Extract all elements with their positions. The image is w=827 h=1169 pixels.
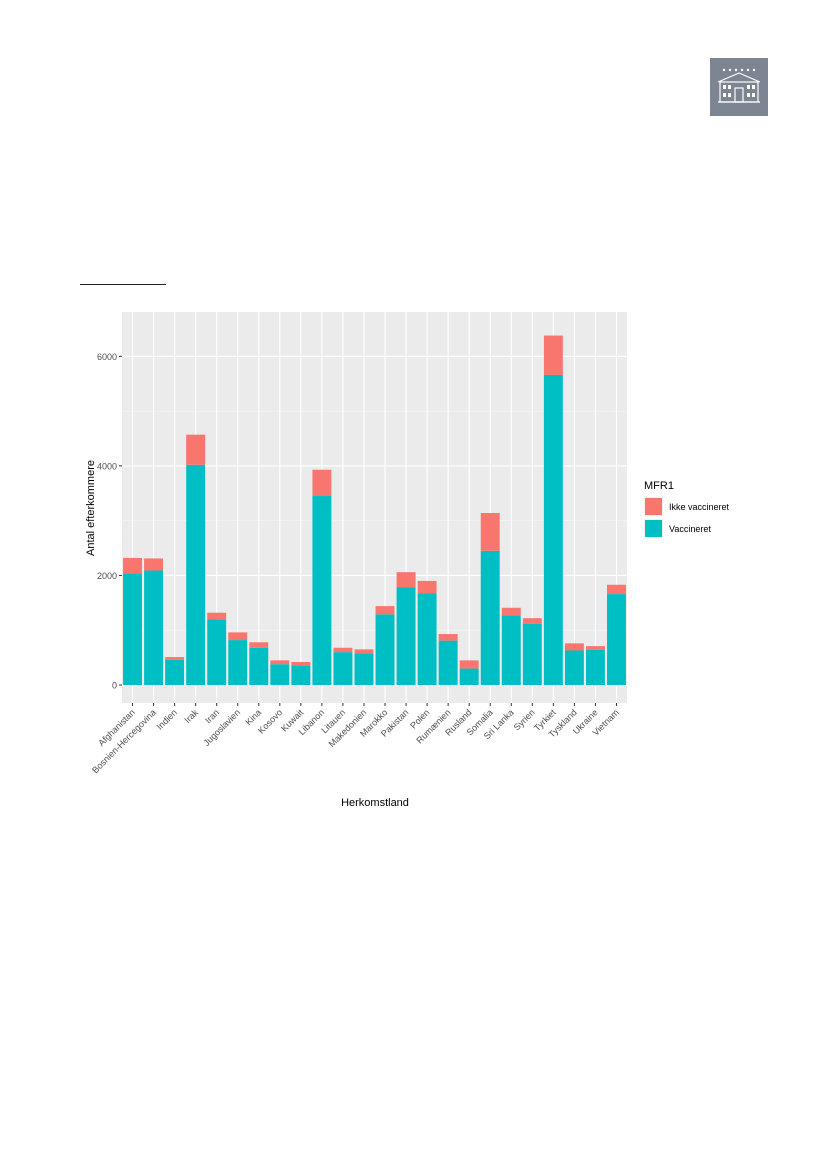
bar-ikke-vaccineret-21 — [564, 643, 584, 651]
x-axis-label: Herkomstland — [341, 797, 409, 809]
bar-ikke-vaccineret-17 — [480, 513, 500, 551]
bar-ikke-vaccineret-12 — [375, 606, 395, 615]
bar-ikke-vaccineret-0 — [123, 557, 142, 574]
bar-ikke-vaccineret-8 — [291, 661, 311, 666]
y-axis-label: Antal efterkommere — [85, 460, 97, 556]
y-axis: 0 2000 4000 6000 — [97, 352, 122, 691]
bar-ikke-vaccineret-13 — [396, 572, 416, 588]
legend-label: Vaccineret — [669, 524, 711, 534]
bar-vaccineret-5 — [228, 640, 248, 685]
bar-vaccineret-6 — [249, 647, 269, 685]
bar-vaccineret-9 — [312, 496, 332, 685]
bar-vaccineret-8 — [291, 665, 311, 685]
bar-vaccineret-10 — [333, 652, 353, 685]
bar-ikke-vaccineret-11 — [354, 649, 374, 654]
y-tick-label: 6000 — [97, 352, 117, 362]
bar-vaccineret-14 — [417, 593, 437, 685]
plot-panel — [122, 312, 627, 703]
bar-ikke-vaccineret-18 — [501, 607, 521, 616]
bar-ikke-vaccineret-9 — [312, 469, 332, 497]
bar-ikke-vaccineret-15 — [438, 634, 458, 641]
bar-vaccineret-17 — [480, 550, 500, 685]
bar-ikke-vaccineret-20 — [543, 335, 563, 375]
legend-swatch — [645, 498, 662, 515]
bar-vaccineret-3 — [186, 464, 206, 685]
y-tick-label: 2000 — [97, 571, 117, 581]
bar-ikke-vaccineret-3 — [186, 434, 206, 465]
bar-vaccineret-20 — [543, 374, 563, 685]
bar-ikke-vaccineret-6 — [249, 642, 269, 648]
bar-vaccineret-13 — [396, 587, 416, 685]
bar-vaccineret-2 — [165, 659, 185, 685]
bar-ikke-vaccineret-5 — [228, 632, 248, 641]
x-tick-label: Syrien — [512, 707, 537, 732]
bar-ikke-vaccineret-10 — [333, 647, 353, 653]
bar-vaccineret-4 — [207, 619, 227, 685]
bar-vaccineret-15 — [438, 640, 458, 685]
bar-ikke-vaccineret-2 — [165, 657, 185, 660]
legend: MFR1 Ikke vaccineret Vaccineret — [644, 480, 730, 538]
y-tick-label: 4000 — [97, 461, 117, 471]
bar-ikke-vaccineret-16 — [459, 660, 479, 669]
bar-vaccineret-23 — [607, 594, 626, 685]
y-tick-label: 0 — [112, 681, 117, 691]
x-tick-label: Irak — [182, 707, 200, 725]
bar-vaccineret-21 — [564, 650, 584, 685]
bar-ikke-vaccineret-1 — [144, 558, 164, 571]
bar-ikke-vaccineret-19 — [522, 618, 542, 624]
bar-vaccineret-1 — [144, 570, 164, 685]
bar-vaccineret-0 — [123, 573, 142, 685]
bar-vaccineret-11 — [354, 653, 374, 685]
bar-vaccineret-12 — [375, 614, 395, 685]
legend-title: MFR1 — [644, 480, 674, 492]
bars — [123, 335, 626, 685]
legend-swatch — [645, 520, 662, 537]
bar-ikke-vaccineret-4 — [207, 612, 227, 620]
x-tick-label: Indien — [155, 707, 179, 731]
institution-logo — [710, 58, 768, 116]
bar-vaccineret-19 — [522, 623, 542, 685]
bar-vaccineret-18 — [501, 615, 521, 685]
bar-ikke-vaccineret-23 — [607, 584, 626, 595]
section-divider — [80, 284, 166, 285]
bar-ikke-vaccineret-22 — [585, 646, 605, 650]
bar-vaccineret-7 — [270, 664, 290, 685]
building-icon — [717, 68, 761, 103]
bar-ikke-vaccineret-7 — [270, 660, 290, 665]
legend-label: Ikke vaccineret — [669, 502, 730, 512]
bar-vaccineret-22 — [585, 649, 605, 685]
bar-vaccineret-16 — [459, 668, 479, 685]
bar-ikke-vaccineret-14 — [417, 580, 437, 594]
